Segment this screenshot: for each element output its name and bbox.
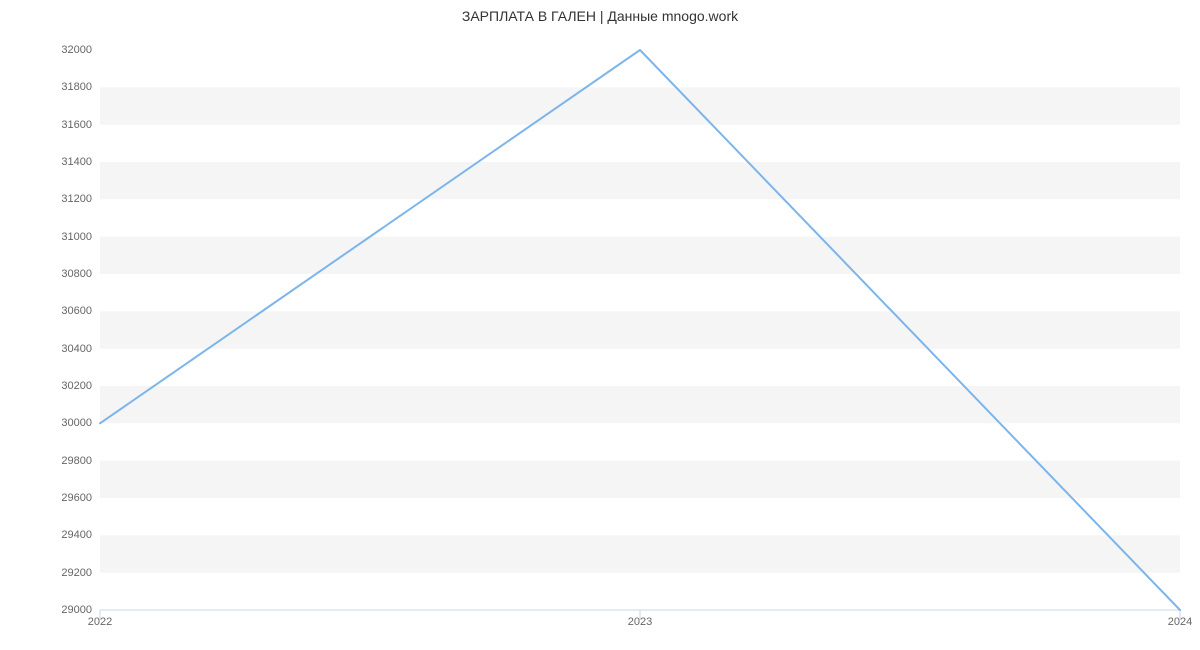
y-tick-label: 30600 (61, 305, 92, 317)
x-tick-label: 2024 (1168, 616, 1192, 628)
y-tick-label: 31000 (61, 231, 92, 243)
y-tick-label: 29800 (61, 455, 92, 467)
y-tick-label: 31600 (61, 119, 92, 131)
y-tick-label: 30000 (61, 417, 92, 429)
chart-title: ЗАРПЛАТА В ГАЛЕН | Данные mnogo.work (0, 8, 1200, 24)
y-tick-label: 29400 (61, 529, 92, 541)
x-tick-label: 2022 (88, 616, 112, 628)
y-tick-label: 30200 (61, 380, 92, 392)
y-tick-label: 32000 (61, 44, 92, 56)
chart-svg (100, 50, 1180, 630)
y-tick-label: 30400 (61, 343, 92, 355)
y-tick-label: 29200 (61, 567, 92, 579)
y-tick-label: 29600 (61, 492, 92, 504)
y-tick-label: 31400 (61, 156, 92, 168)
y-tick-label: 31800 (61, 81, 92, 93)
chart-container: ЗАРПЛАТА В ГАЛЕН | Данные mnogo.work 202… (0, 0, 1200, 650)
y-tick-label: 29000 (61, 604, 92, 616)
y-tick-label: 30800 (61, 268, 92, 280)
plot-area: 2022202320242900029200294002960029800300… (100, 50, 1180, 610)
x-tick-label: 2023 (628, 616, 652, 628)
y-tick-label: 31200 (61, 193, 92, 205)
